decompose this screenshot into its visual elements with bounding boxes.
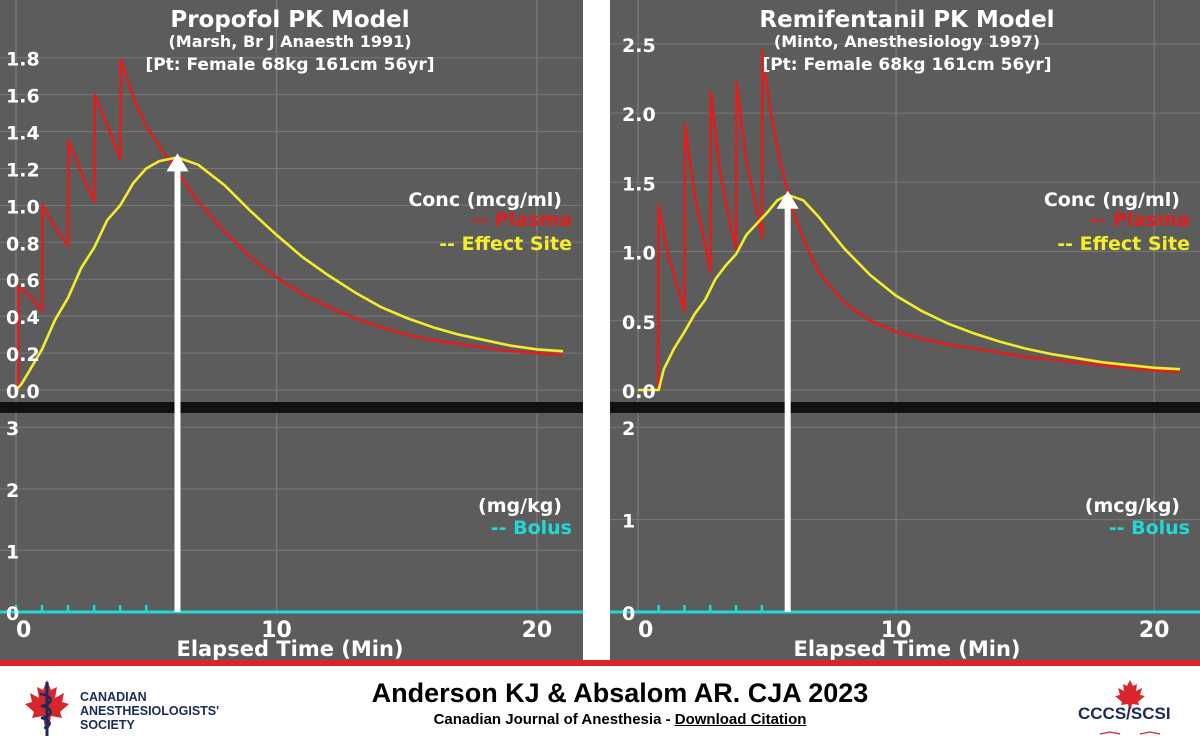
x-tick-label: 10 xyxy=(261,618,292,643)
x-tick-label: 0 xyxy=(638,618,653,643)
panel-gap xyxy=(583,0,610,660)
plasma-series-line xyxy=(16,58,564,392)
upper-y-tick-label: 1.5 xyxy=(622,173,656,195)
download-citation-link[interactable]: Download Citation xyxy=(674,711,807,728)
footer-red-divider xyxy=(0,660,1200,666)
x-axis-label: Elapsed Time (Min) xyxy=(176,637,403,660)
peak-marker-arrowhead-icon xyxy=(166,153,189,172)
society-line-2: ANESTHESIOLOGISTS' xyxy=(80,704,220,718)
patient-info: [Pt: Female 68kg 161cm 56yr] xyxy=(145,55,434,75)
legend-entry-plasma: -- Plasma xyxy=(1090,209,1190,231)
chart-title: Propofol PK Model xyxy=(170,7,409,33)
upper-y-tick-label: 0.4 xyxy=(6,307,40,329)
upper-y-tick-label: 0.0 xyxy=(6,381,40,403)
legend-gap xyxy=(506,517,513,539)
plasma-series-line xyxy=(638,49,1181,392)
journal-name: Canadian Journal of Anesthesia xyxy=(433,711,662,728)
upper-y-tick-label: 1.6 xyxy=(6,86,40,108)
legend-label: Plasma xyxy=(495,209,572,231)
legend-entry-bolus: -- Bolus xyxy=(1109,517,1190,539)
legend-gap xyxy=(1073,233,1080,255)
upper-y-tick-label: 0.2 xyxy=(6,344,40,366)
cccs-logo-text: CCCS/SCSI xyxy=(1078,704,1171,723)
legend-entry-plasma: -- Plasma xyxy=(472,209,572,231)
upper-y-tick-label: 0.6 xyxy=(6,270,40,292)
x-tick-label: 20 xyxy=(1139,618,1170,643)
chart-subtitle: (Marsh, Br J Anaesth 1991) xyxy=(168,32,411,51)
upper-y-tick-label: 1.0 xyxy=(6,196,40,218)
upper-y-tick-label: 2.5 xyxy=(622,35,656,57)
legend-dash: -- xyxy=(1109,517,1125,539)
upper-y-tick-label: 0.5 xyxy=(622,312,656,334)
chart-title: Remifentanil PK Model xyxy=(759,7,1054,33)
concentration-legend-title: Conc (ng/ml) xyxy=(1044,189,1180,211)
legend-gap xyxy=(1106,209,1113,231)
legend-entry-effect-site: -- Effect Site xyxy=(1057,233,1190,255)
citation-journal-line: Canadian Journal of Anesthesia - Downloa… xyxy=(300,710,940,730)
panel-separator xyxy=(610,402,1200,413)
x-tick-label: 0 xyxy=(16,618,31,643)
chart-subtitle: (Minto, Anesthesiology 1997) xyxy=(774,32,1040,51)
panel-separator xyxy=(0,402,583,413)
lower-y-tick-label: 2 xyxy=(622,418,635,440)
legend-label: Bolus xyxy=(1131,517,1190,539)
concentration-legend-title: Conc (mcg/ml) xyxy=(408,189,562,211)
cccs-scsi-logo-icon xyxy=(1099,680,1161,735)
upper-y-tick-label: 1.4 xyxy=(6,123,40,145)
legend-dash: -- xyxy=(1057,233,1073,255)
legend-label: Bolus xyxy=(513,517,572,539)
cas-maple-leaf-logo-icon xyxy=(25,680,69,736)
legend-dash: -- xyxy=(472,209,488,231)
lower-y-tick-label: 0 xyxy=(6,603,19,625)
citation-block: Anderson KJ & Absalom AR. CJA 2023 Canad… xyxy=(300,676,940,730)
bolus-unit-label: (mcg/kg) xyxy=(1085,495,1180,517)
remifentanil-chart: Remifentanil PK Model(Minto, Anesthesiol… xyxy=(610,0,1200,660)
legend-label: Effect Site xyxy=(1080,233,1190,255)
lower-y-tick-label: 3 xyxy=(6,418,19,440)
upper-y-tick-label: 1.8 xyxy=(6,49,40,71)
citation-main: Anderson KJ & Absalom AR. CJA 2023 xyxy=(371,678,869,708)
legend-label: Plasma xyxy=(1113,209,1190,231)
upper-y-tick-label: 1.2 xyxy=(6,159,40,181)
effect-site-series-line xyxy=(15,156,564,391)
x-axis-label: Elapsed Time (Min) xyxy=(793,637,1020,660)
x-tick-label: 10 xyxy=(881,618,912,643)
upper-y-tick-label: 1.0 xyxy=(622,243,656,265)
legend-dash: -- xyxy=(1090,209,1106,231)
upper-y-tick-label: 2.0 xyxy=(622,104,656,126)
legend-dash: -- xyxy=(491,517,507,539)
x-tick-label: 20 xyxy=(522,618,553,643)
remifentanil-chart-panel: Remifentanil PK Model (Minto, Anesthesiol… xyxy=(610,0,1200,660)
peak-marker-arrowhead-icon xyxy=(776,190,799,209)
legend-entry-effect-site: -- Effect Site xyxy=(439,233,572,255)
legend-gap xyxy=(1124,517,1131,539)
footer xyxy=(0,666,1200,741)
lower-y-tick-label: 1 xyxy=(622,511,635,533)
society-line-3: SOCIETY xyxy=(80,718,135,732)
propofol-chart-panel: Propofol PK Model (Marsh, Br J Anaesth 19… xyxy=(0,0,583,660)
legend-gap xyxy=(455,233,462,255)
patient-info: [Pt: Female 68kg 161cm 56yr] xyxy=(762,55,1051,75)
upper-y-tick-label: 0.0 xyxy=(622,381,656,403)
propofol-chart: Propofol PK Model(Marsh, Br J Anaesth 19… xyxy=(0,0,583,660)
lower-y-tick-label: 0 xyxy=(622,603,635,625)
citation-separator: - xyxy=(661,711,675,728)
upper-y-tick-label: 0.8 xyxy=(6,233,40,255)
cas-society-name: CANADIAN ANESTHESIOLOGISTS' SOCIETY xyxy=(80,690,219,732)
legend-gap xyxy=(488,209,495,231)
lower-y-tick-label: 2 xyxy=(6,480,19,502)
lower-y-tick-label: 1 xyxy=(6,541,19,563)
legend-dash: -- xyxy=(439,233,455,255)
effect-site-series-line xyxy=(638,193,1181,392)
legend-entry-bolus: -- Bolus xyxy=(491,517,572,539)
bolus-unit-label: (mg/kg) xyxy=(478,495,562,517)
society-line-1: CANADIAN xyxy=(80,690,147,704)
legend-label: Effect Site xyxy=(462,233,572,255)
